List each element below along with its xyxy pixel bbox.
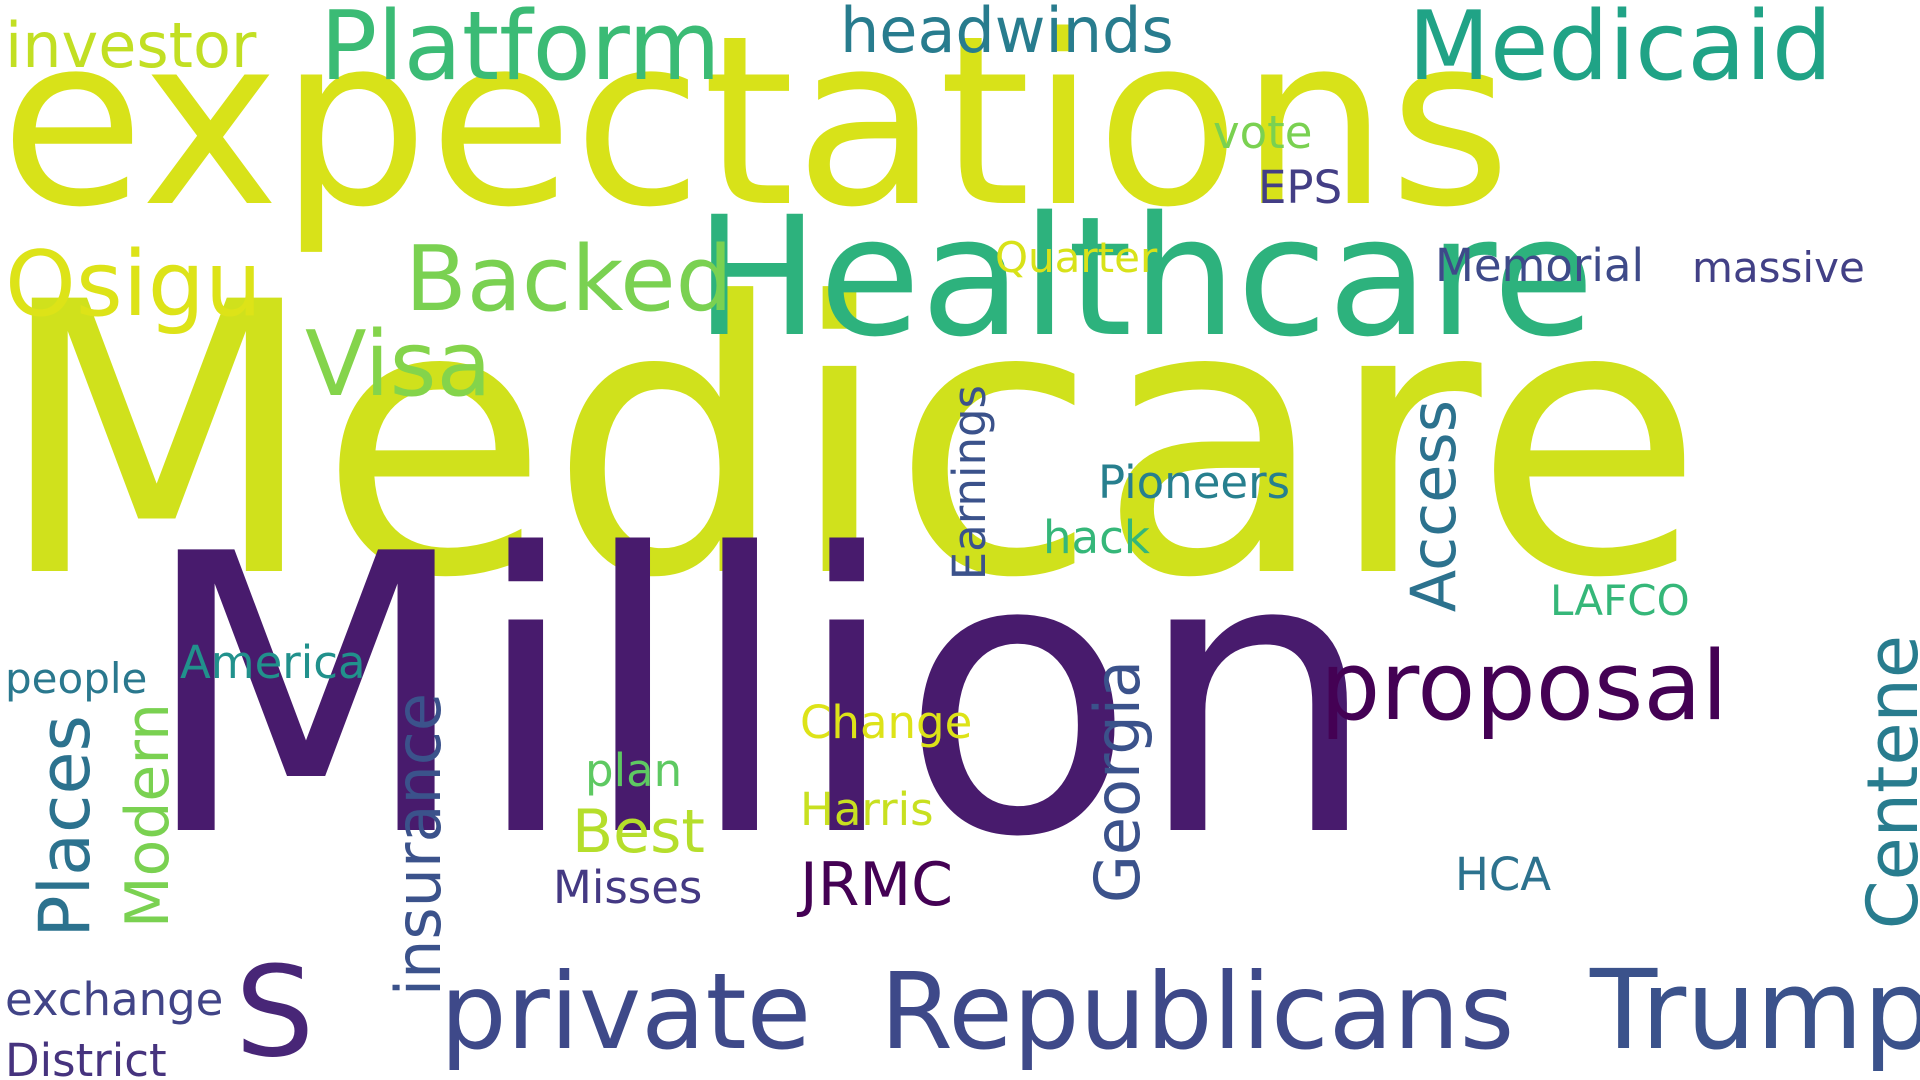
word-medicare: Medicare [0, 224, 1705, 660]
word-osigu: Osigu [5, 232, 262, 337]
word-backed: Backed [405, 227, 733, 332]
word-trump: Trump [1590, 946, 1920, 1074]
word-visa: Visa [305, 312, 492, 417]
word-eps: EPS [1258, 161, 1343, 214]
word-healthcare: Healthcare [695, 181, 1595, 373]
word-proposal: proposal [1320, 632, 1728, 742]
word-investor: investor [5, 9, 257, 82]
word-change: Change [800, 696, 973, 749]
word-expectations: expectations [0, 0, 1512, 259]
word-vote: vote [1213, 106, 1313, 159]
word-access: Access [1397, 400, 1470, 613]
word-america: America [180, 636, 366, 689]
word-modern: Modern [113, 703, 183, 929]
word-hack: hack [1043, 511, 1150, 564]
word-lafco: LAFCO [1550, 576, 1690, 625]
word-massive: massive [1692, 243, 1865, 292]
word-people: people [5, 654, 148, 703]
word-million: Million [140, 473, 1380, 921]
word-private: private [440, 951, 812, 1073]
word-district: District [5, 1034, 167, 1080]
word-harris: Harris [800, 783, 934, 836]
word-georgia: Georgia [1081, 660, 1154, 904]
word-s: S [235, 940, 315, 1080]
word-pioneers: Pioneers [1098, 456, 1291, 509]
word-best: Best [572, 797, 705, 867]
word-earnings: Earnings [943, 385, 996, 581]
word-plan: plan [585, 744, 683, 797]
word-jrmc: JRMC [800, 850, 954, 920]
word-headwinds: headwinds [840, 0, 1174, 67]
word-medicaid: Medicaid [1408, 0, 1833, 102]
word-exchange: exchange [5, 973, 224, 1026]
word-misses: Misses [553, 861, 703, 914]
word-memorial: Memorial [1435, 239, 1644, 292]
word-platform: Platform [320, 0, 721, 102]
word-insurance: insurance [382, 693, 455, 997]
word-quarter: Quarter [995, 233, 1158, 282]
word-republicans: Republicans [880, 951, 1515, 1073]
word-centene: Centene [1852, 635, 1920, 930]
word-hca: HCA [1455, 848, 1552, 901]
word-places: Places [24, 715, 106, 938]
